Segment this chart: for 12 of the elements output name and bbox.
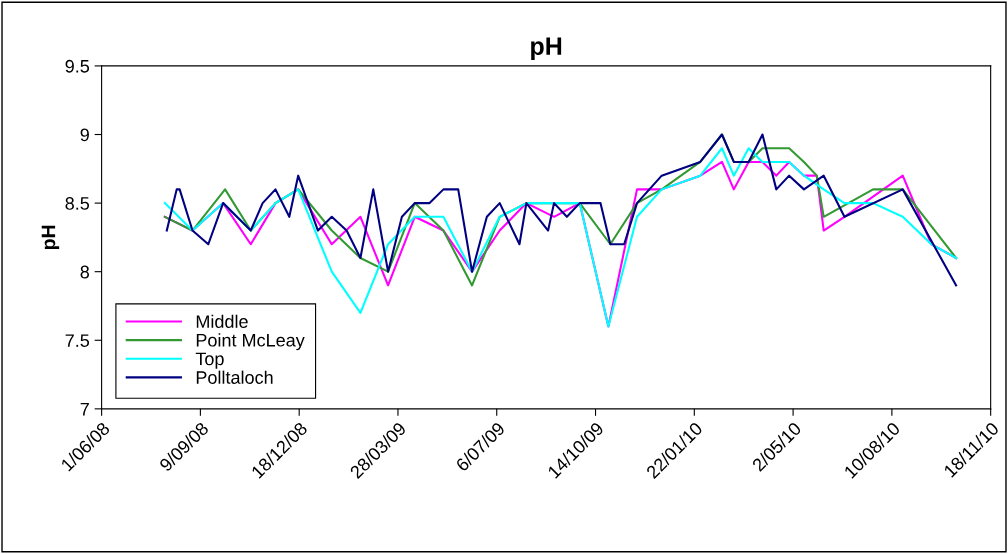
y-tick-label: 8 [80, 265, 90, 279]
y-tick-label: 7 [80, 402, 89, 416]
legend-label: Top [195, 352, 224, 369]
legend-label: Middle [196, 314, 248, 328]
chart-title: pH [531, 37, 562, 60]
legend-label: Polltaloch [196, 370, 273, 384]
y-tick-label: 9.5 [65, 59, 90, 73]
legend-label: Point McLeay [196, 333, 305, 351]
y-axis-title: pH [41, 225, 60, 250]
y-tick-label: 8.5 [65, 197, 90, 210]
y-tick-label: 7.5 [65, 334, 90, 347]
y-tick-label: 9 [80, 128, 89, 142]
